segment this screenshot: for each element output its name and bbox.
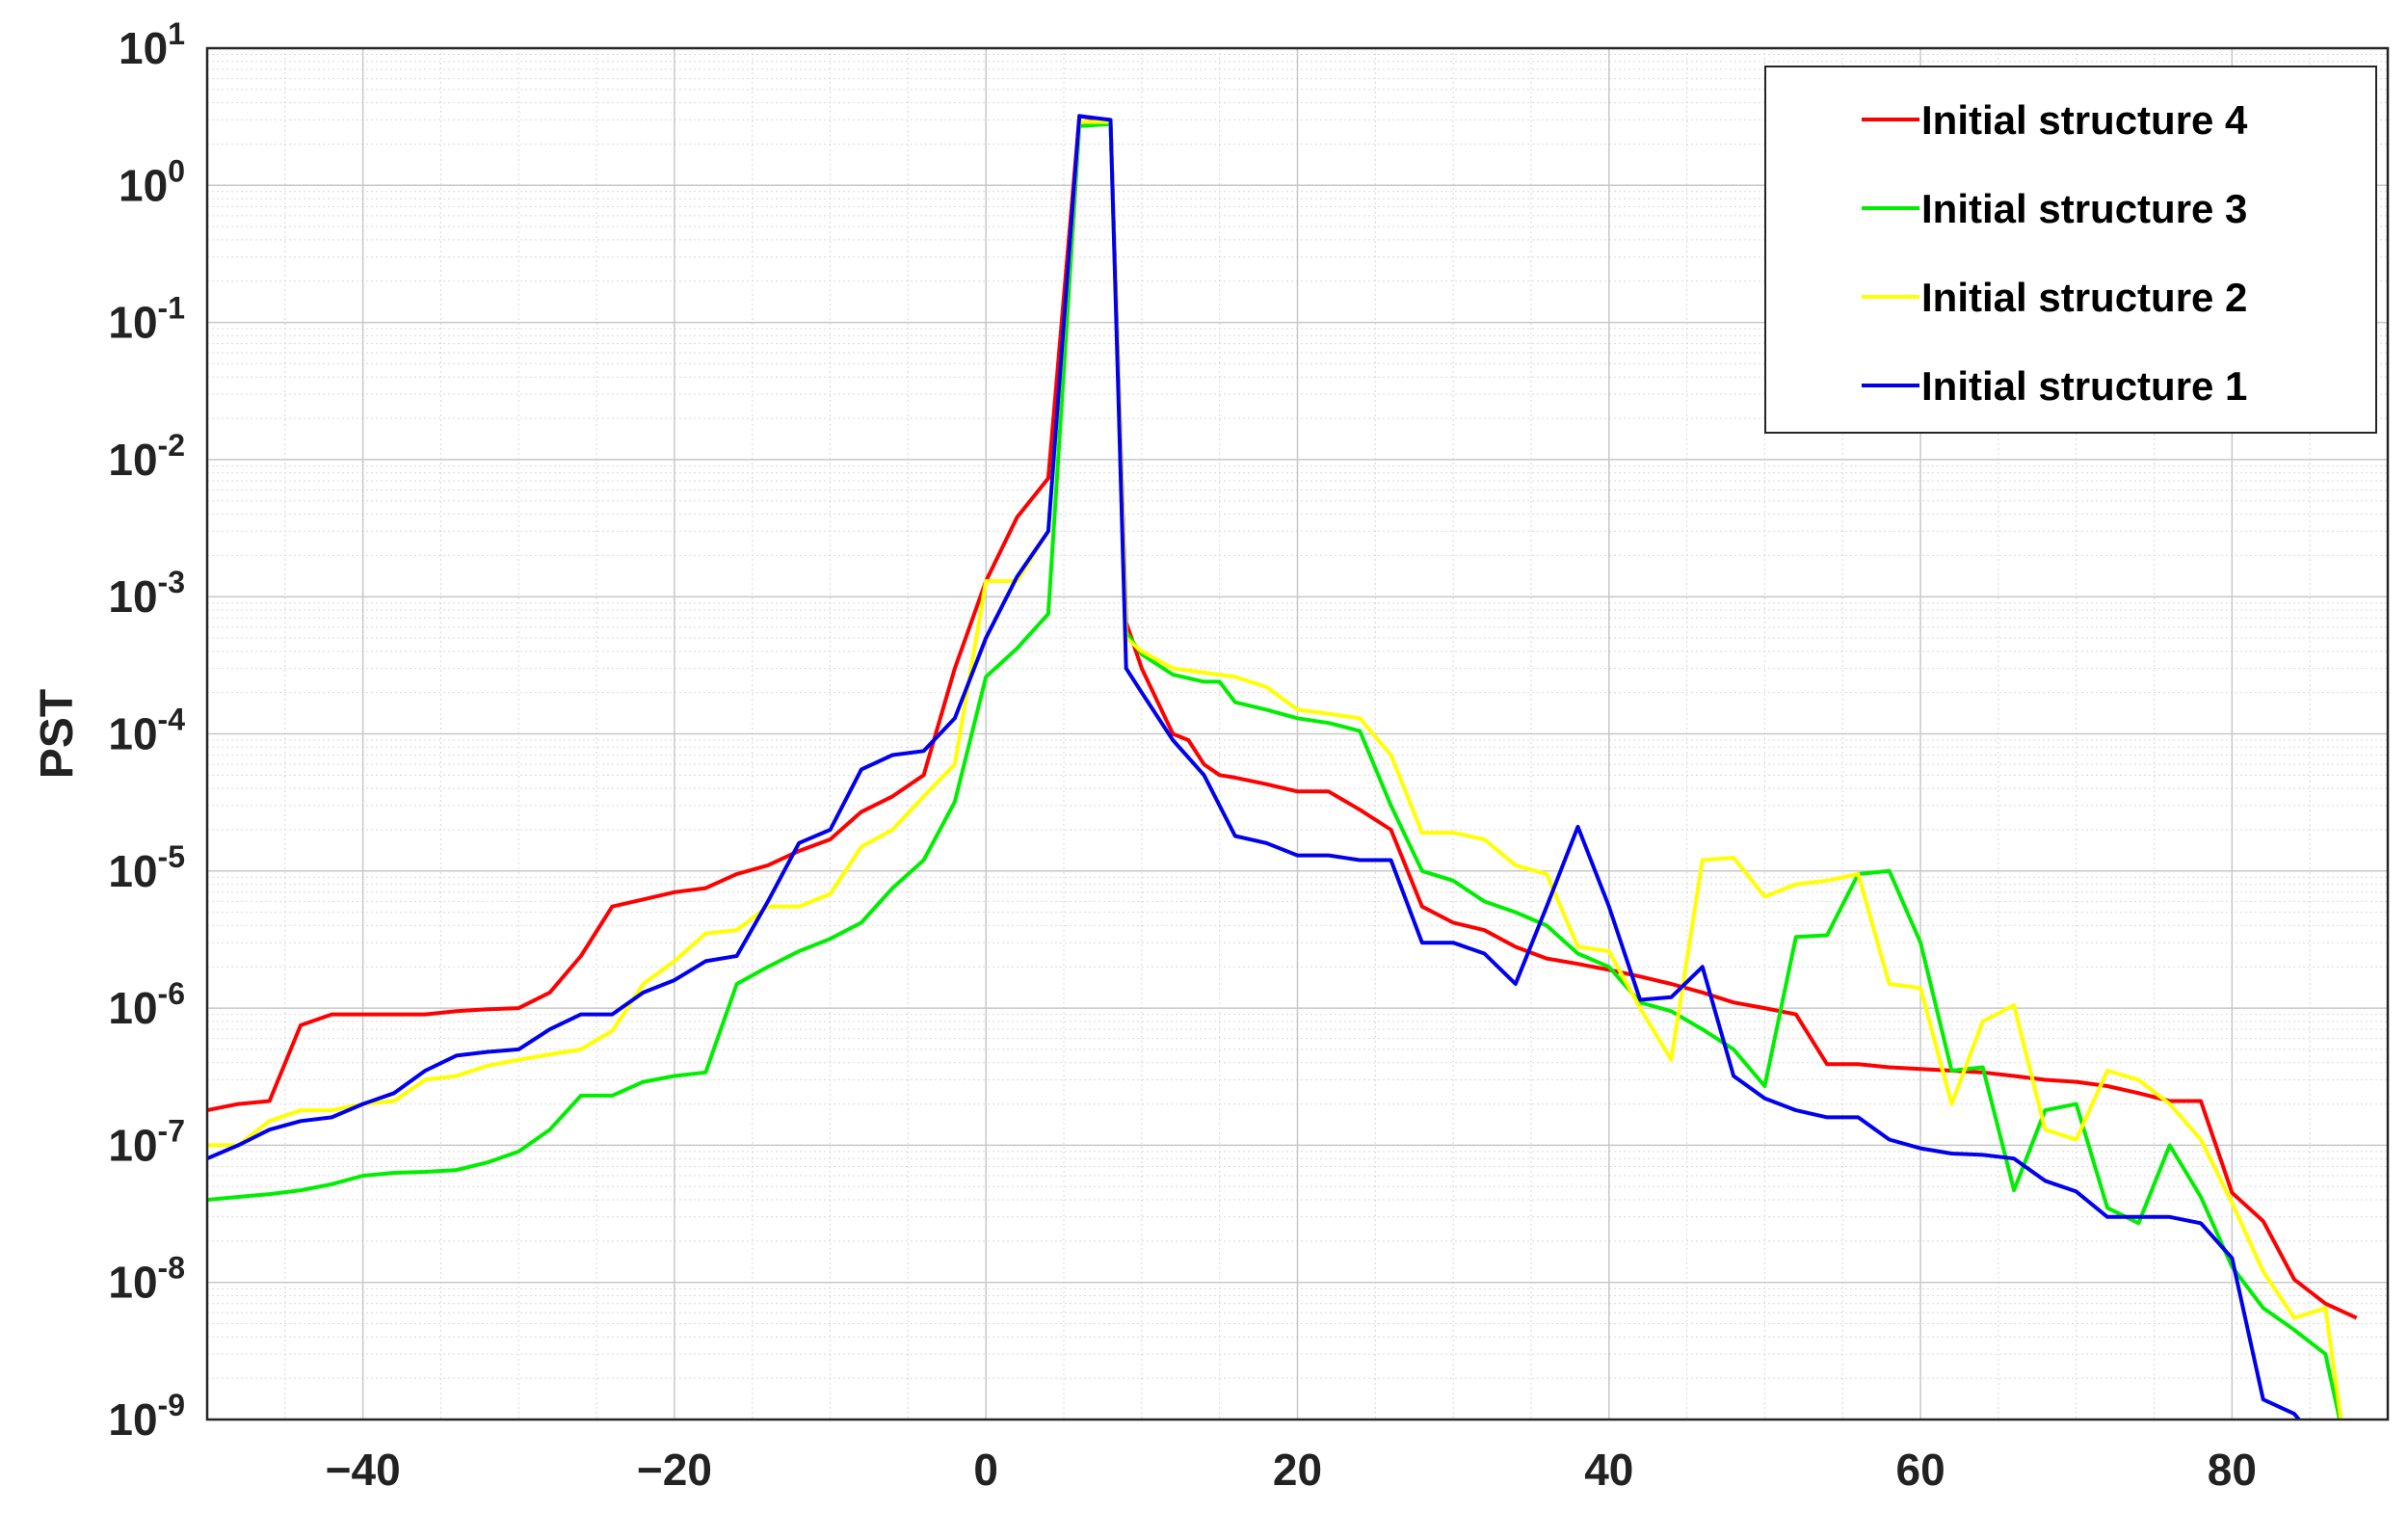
y-tick-label: 100 — [119, 153, 185, 210]
x-tick-label: 40 — [1584, 1445, 1633, 1495]
y-tick-label: 10-2 — [108, 428, 185, 485]
series-line-3 — [207, 119, 2343, 1420]
y-tick-label: 10-4 — [108, 703, 185, 759]
y-tick-label: 10-7 — [108, 1113, 185, 1170]
x-axis-tick-labels: −40 −20 0 20 40 60 80 — [326, 1445, 2257, 1495]
legend-box — [1764, 66, 2377, 434]
legend-label: Initial structure 3 — [1921, 186, 2247, 231]
y-tick-label: 10-9 — [108, 1388, 185, 1445]
y-tick-label: 10-8 — [108, 1251, 185, 1308]
x-tick-label: 80 — [2208, 1445, 2257, 1495]
legend: Initial structure 4 Initial structure 3 In… — [1764, 66, 2377, 434]
legend-label: Initial structure 1 — [1921, 363, 2247, 409]
x-tick-label: −40 — [326, 1445, 401, 1495]
x-tick-label: 20 — [1273, 1445, 1322, 1495]
series-layer — [207, 114, 2358, 1420]
x-tick-label: −20 — [637, 1445, 712, 1495]
y-tick-label: 10-1 — [108, 291, 185, 348]
y-axis-label: PST — [32, 689, 83, 779]
y-axis-tick-labels: 101 100 10-1 10-2 10-3 10-4 10-5 10-6 10-7 10-8 10… — [108, 16, 185, 1445]
legend-label: Initial structure 4 — [1921, 97, 2248, 143]
plot-frame — [205, 46, 2390, 1421]
y-tick-label: 101 — [119, 16, 185, 73]
y-tick-label: 10-3 — [108, 565, 185, 622]
x-tick-label: 60 — [1895, 1445, 1945, 1495]
legend-label: Initial structure 2 — [1921, 275, 2247, 320]
y-tick-label: 10-6 — [108, 976, 185, 1033]
x-tick-label: 0 — [973, 1445, 998, 1495]
y-tick-label: 10-5 — [108, 839, 185, 896]
series-line-4 — [207, 114, 2302, 1420]
series-line-2 — [207, 121, 2342, 1420]
